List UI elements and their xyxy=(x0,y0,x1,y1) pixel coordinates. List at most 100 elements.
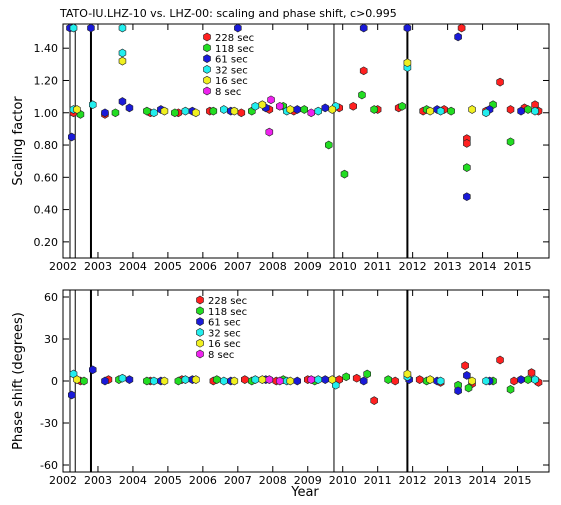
data-points xyxy=(68,355,543,405)
data-point xyxy=(118,56,127,66)
data-point xyxy=(111,108,120,118)
data-point xyxy=(436,376,445,386)
y-tick-label: 0.80 xyxy=(34,139,59,152)
data-point xyxy=(506,105,515,114)
legend-swatch xyxy=(196,349,204,359)
x-tick-label: 2009 xyxy=(294,474,322,487)
x-tick-label: 2014 xyxy=(469,474,497,487)
y-tick-label: 0.60 xyxy=(34,171,59,184)
legend-swatch xyxy=(203,54,211,63)
data-point xyxy=(118,48,127,58)
legend-swatch xyxy=(203,65,211,74)
data-point xyxy=(463,139,471,148)
data-point xyxy=(359,66,368,76)
y-axis-label: Phase shift (degrees) xyxy=(11,312,26,450)
y-tick-label: 0.20 xyxy=(34,236,59,249)
data-point xyxy=(363,369,371,379)
data-point xyxy=(174,376,183,386)
x-tick-label: 2005 xyxy=(154,260,182,273)
legend-entry: 32 sec xyxy=(208,328,241,339)
x-tick-label: 2013 xyxy=(434,260,462,273)
data-point xyxy=(118,24,127,33)
data-point xyxy=(527,368,536,377)
data-point xyxy=(293,376,301,386)
legend-entry: 61 sec xyxy=(215,55,248,66)
data-point xyxy=(307,108,315,118)
legend-entry: 16 sec xyxy=(215,76,248,87)
data-point xyxy=(496,355,504,365)
data-points xyxy=(66,24,543,202)
data-point xyxy=(160,376,169,386)
data-point xyxy=(267,95,275,105)
data-point xyxy=(510,376,518,386)
data-point xyxy=(506,385,515,394)
data-point xyxy=(403,24,412,33)
data-point xyxy=(496,77,504,87)
legend-swatch xyxy=(203,43,211,53)
y-tick-label: 0 xyxy=(51,375,58,388)
data-point xyxy=(220,105,228,114)
y-tick-label: 1.40 xyxy=(34,42,59,55)
y-axis-label: Scaling factor xyxy=(11,96,26,186)
legend-swatch xyxy=(196,306,204,316)
x-tick-label: 2002 xyxy=(49,260,77,273)
data-point xyxy=(73,105,81,114)
data-point xyxy=(101,376,109,386)
data-point xyxy=(265,127,274,137)
data-point xyxy=(524,105,532,114)
y-tick-label: 1.00 xyxy=(34,107,59,120)
data-point xyxy=(150,108,158,118)
data-point xyxy=(359,24,368,33)
data-point xyxy=(286,376,294,386)
legend-entry: 16 sec xyxy=(208,339,241,350)
data-point xyxy=(359,376,368,386)
x-tick-label: 2003 xyxy=(84,260,112,273)
data-point xyxy=(89,100,97,110)
data-point xyxy=(143,376,151,386)
data-point xyxy=(192,108,200,118)
data-point xyxy=(352,373,361,383)
data-point xyxy=(314,106,322,116)
data-point xyxy=(118,97,127,106)
data-point xyxy=(80,376,88,386)
legend-entry: 61 sec xyxy=(208,318,241,329)
x-tick-label: 2012 xyxy=(399,260,427,273)
y-tick-label: 30 xyxy=(44,333,58,346)
x-tick-label: 2007 xyxy=(224,474,252,487)
data-point xyxy=(447,106,455,116)
data-point xyxy=(349,101,357,111)
data-point xyxy=(391,376,399,386)
data-point xyxy=(468,376,476,386)
data-point xyxy=(73,375,81,384)
legend-swatch xyxy=(196,338,204,348)
data-point xyxy=(251,375,260,384)
data-point xyxy=(403,58,412,68)
x-tick-label: 2014 xyxy=(469,260,497,273)
data-point xyxy=(531,375,539,384)
x-tick-label: 2011 xyxy=(364,260,392,273)
x-tick-label: 2005 xyxy=(154,474,182,487)
data-point xyxy=(89,365,97,375)
data-point xyxy=(251,101,260,111)
x-tick-label: 2015 xyxy=(504,474,532,487)
data-point xyxy=(276,376,284,386)
data-point xyxy=(426,375,434,384)
legend-entry: 8 sec xyxy=(215,87,241,98)
data-point xyxy=(328,105,336,114)
data-point xyxy=(125,103,134,113)
data-point xyxy=(370,396,378,405)
x-tick-label: 2010 xyxy=(329,260,357,273)
data-point xyxy=(181,106,190,116)
legend-swatch xyxy=(203,75,211,85)
legend-entry: 228 sec xyxy=(215,33,254,44)
data-point xyxy=(517,375,525,384)
data-point xyxy=(286,105,294,114)
legend-swatch xyxy=(196,317,204,326)
y-tick-label: -30 xyxy=(40,417,58,430)
data-point xyxy=(293,105,301,114)
x-tick-label: 2003 xyxy=(84,474,112,487)
legend-swatch xyxy=(196,328,204,337)
legend-swatch xyxy=(196,295,204,305)
